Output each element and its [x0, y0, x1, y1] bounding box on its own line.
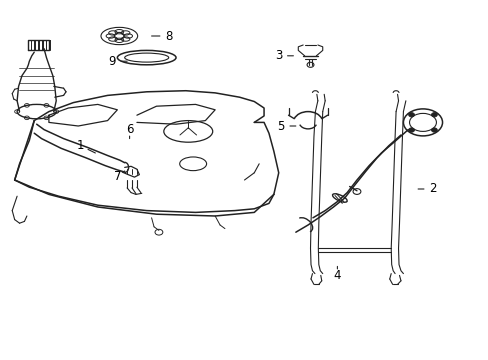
Circle shape — [408, 128, 414, 132]
Text: 2: 2 — [428, 183, 436, 195]
Circle shape — [430, 128, 436, 132]
Text: 9: 9 — [108, 55, 116, 68]
Text: 3: 3 — [274, 49, 282, 62]
Text: 7: 7 — [113, 170, 121, 183]
Circle shape — [430, 113, 436, 117]
Text: 1: 1 — [77, 139, 84, 152]
Text: 4: 4 — [333, 269, 341, 282]
Text: 6: 6 — [125, 123, 133, 136]
Text: 8: 8 — [164, 30, 172, 42]
Circle shape — [408, 113, 414, 117]
Text: 5: 5 — [277, 120, 285, 132]
